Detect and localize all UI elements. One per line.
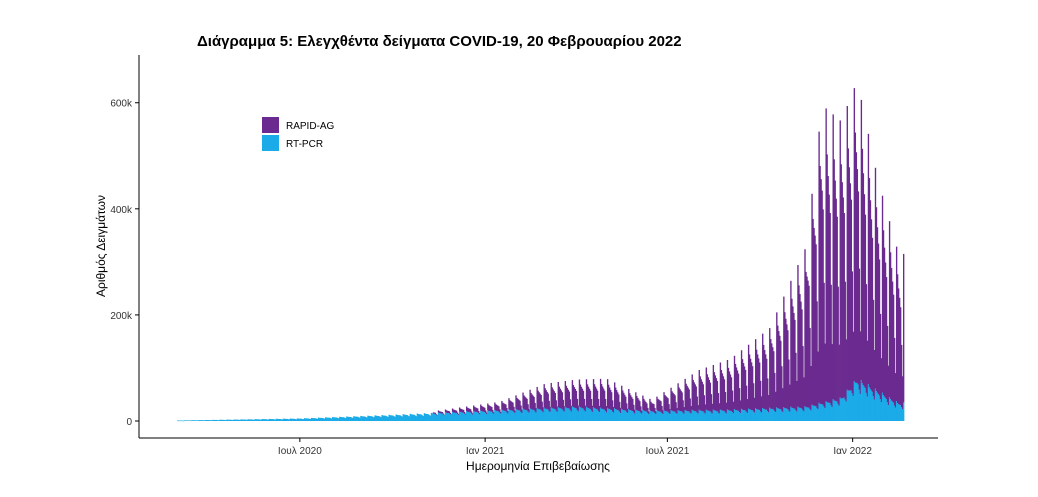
y-tick-label: 600k xyxy=(110,99,133,110)
x-tick-label: Ιουλ 2020 xyxy=(278,446,322,457)
legend-label-rapid-ag: RAPID-AG xyxy=(286,121,335,132)
y-tick-label: 200k xyxy=(110,311,133,322)
x-ticks: Ιουλ 2020 Ιαν 2021 Ιουλ 2021 Ιαν 2022 xyxy=(278,438,872,457)
bar-rapid-ag xyxy=(442,412,443,414)
legend-label-rt-pcr: RT-PCR xyxy=(286,139,323,150)
legend-key-rapid-ag xyxy=(262,117,279,133)
y-axis-label: Αριθμός Δειγμάτων xyxy=(94,195,108,297)
x-tick-label: Ιαν 2021 xyxy=(466,446,505,457)
y-tick-label: 400k xyxy=(110,205,133,216)
bar-rt-pcr xyxy=(903,402,904,421)
x-tick-label: Ιουλ 2021 xyxy=(645,446,689,457)
bar-rapid-ag xyxy=(435,413,436,414)
bar-rapid-ag xyxy=(464,412,465,414)
bar-rapid-ag xyxy=(436,414,437,415)
legend: RAPID-AG RT-PCR xyxy=(262,117,335,151)
bar-rapid-ag xyxy=(471,411,472,413)
bar-rapid-ag xyxy=(450,413,451,414)
chart-title: Διάγραμμα 5: Ελεγχθέντα δείγματα COVID-1… xyxy=(197,33,682,50)
bar-rapid-ag xyxy=(443,414,444,415)
y-tick-label: 0 xyxy=(126,417,132,428)
bar-rapid-ag xyxy=(457,412,458,414)
x-tick-label: Ιαν 2022 xyxy=(833,446,872,457)
bar-rapid-ag xyxy=(903,254,904,403)
y-ticks: 0 200k 400k 600k xyxy=(110,99,139,428)
legend-key-rt-pcr xyxy=(262,135,279,151)
x-axis-label: Ημερομηνία Επιβεβαίωσης xyxy=(466,459,610,473)
